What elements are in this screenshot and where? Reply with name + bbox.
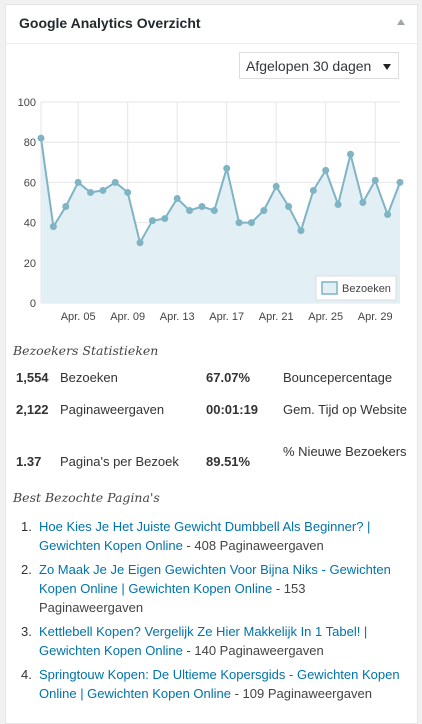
data-point — [49, 223, 57, 231]
data-point — [87, 188, 95, 196]
y-tick-label: 0 — [30, 298, 36, 310]
x-tick-label: Apr. 29 — [358, 311, 393, 323]
data-point — [124, 188, 132, 196]
legend-label: Bezoeken — [342, 283, 391, 295]
stat-label: Paginaweergaven — [60, 402, 165, 417]
data-point — [173, 194, 181, 202]
stat-value: 1,554 — [16, 370, 49, 385]
chevron-down-icon — [383, 64, 391, 70]
list-number: 3. — [21, 624, 32, 639]
date-range-select[interactable]: Afgelopen 30 dagen — [239, 52, 399, 79]
data-point — [346, 150, 354, 158]
data-point — [396, 178, 404, 186]
data-point — [297, 227, 305, 235]
list-item: 4. Springtouw Kopen: De Ultieme Kopersgi… — [13, 665, 403, 703]
y-tick-label: 40 — [24, 218, 36, 230]
stat-label: Gem. Tijd op Website — [283, 402, 408, 417]
x-tick-label: Apr. 25 — [308, 311, 343, 323]
visits-area — [41, 138, 400, 303]
data-point — [384, 211, 392, 219]
visits-points — [37, 134, 404, 247]
x-tick-label: Apr. 13 — [160, 311, 195, 323]
data-point — [37, 134, 45, 142]
x-tick-label: Apr. 09 — [110, 311, 145, 323]
widget-title: Google Analytics Overzicht — [19, 15, 201, 31]
stat-value: 00:01:19 — [206, 402, 259, 417]
data-point — [285, 203, 293, 211]
legend-swatch — [321, 281, 338, 295]
data-point — [247, 219, 255, 227]
x-tick-label: Apr. 17 — [209, 311, 244, 323]
stat-row: 1.37 Pagina's per Bezoek 89.51% % Nieuwe… — [16, 442, 408, 484]
stat-row: 2,122 Paginaweergaven 00:01:19 Gem. Tijd… — [16, 400, 408, 442]
x-tick-label: Apr. 21 — [259, 311, 294, 323]
date-range-selected-value: Afgelopen 30 dagen — [246, 58, 372, 74]
y-axis-labels: 0 20 40 60 80 100 — [18, 97, 36, 310]
page-link[interactable]: Hoe Kies Je Het Juiste Gewicht Dumbbell … — [39, 519, 371, 553]
analytics-widget: Google Analytics Overzicht — [5, 4, 418, 724]
stat-label: % Nieuwe Bezoekers — [283, 444, 407, 459]
stats-title: Bezoekers Statistieken — [13, 343, 159, 358]
stat-value: 67.07% — [206, 370, 251, 385]
stat-value: 89.51% — [206, 454, 251, 469]
data-point — [111, 178, 119, 186]
x-axis-labels: Apr. 05 Apr. 09 Apr. 13 Apr. 17 Apr. 21 Apr. … — [61, 311, 393, 323]
data-point — [334, 201, 342, 209]
page-link[interactable]: Kettlebell Kopen? Vergelijk Ze Hier Makk… — [39, 624, 368, 658]
data-point — [260, 207, 268, 215]
data-point — [235, 219, 243, 227]
stat-value: 1.37 — [16, 454, 42, 469]
top-pages-title: Best Bezochte Pagina's — [13, 490, 160, 505]
data-point — [99, 186, 107, 194]
page-views: - 408 Paginaweergaven — [182, 538, 324, 553]
list-number: 4. — [21, 667, 32, 682]
y-tick-label: 80 — [24, 137, 36, 149]
data-point — [148, 217, 156, 225]
list-item: 1. Hoe Kies Je Het Juiste Gewicht Dumbbe… — [13, 517, 403, 555]
data-point — [186, 207, 194, 215]
page-link[interactable]: Springtouw Kopen: De Ultieme Kopersgids … — [39, 667, 400, 701]
chart-legend: Bezoeken — [315, 275, 397, 301]
list-number: 2. — [21, 562, 32, 577]
page-views: - 153 Paginaweergaven — [39, 581, 306, 615]
visits-chart: 0 20 40 60 80 100 Apr. 05 Apr. 09 Apr. 13 Apr. 1… — [18, 97, 404, 323]
stat-label: Pagina's per Bezoek — [60, 454, 179, 469]
widget-header: Google Analytics Overzicht — [6, 5, 417, 44]
data-point — [272, 182, 280, 190]
data-point — [223, 164, 231, 172]
stat-label: Bouncepercentage — [283, 370, 393, 385]
data-point — [322, 166, 330, 174]
y-tick-label: 20 — [24, 258, 36, 270]
top-pages-list: 1. Hoe Kies Je Het Juiste Gewicht Dumbbe… — [13, 517, 403, 708]
data-point — [309, 186, 317, 194]
page-views: - 109 Paginaweergaven — [231, 686, 372, 701]
stat-value: 2,122 — [16, 402, 49, 417]
x-tick-label: Apr. 05 — [61, 311, 96, 323]
list-item: 3. Kettlebell Kopen? Vergelijk Ze Hier M… — [13, 622, 403, 660]
data-point — [210, 207, 218, 215]
stat-label: Bezoeken — [60, 370, 118, 385]
page-views: - 140 Paginaweergaven — [182, 643, 324, 658]
data-point — [371, 176, 379, 184]
list-number: 1. — [21, 519, 32, 534]
stats-table: 1,554 Bezoeken 67.07% Bouncepercentage 2… — [16, 368, 408, 484]
y-tick-label: 100 — [18, 97, 36, 109]
stat-row: 1,554 Bezoeken 67.07% Bouncepercentage — [16, 368, 408, 400]
data-point — [359, 199, 367, 206]
data-point — [62, 203, 70, 211]
data-point — [136, 239, 144, 247]
data-point — [74, 178, 82, 186]
list-item: 2. Zo Maak Je Je Eigen Gewichten Voor Bi… — [13, 560, 403, 617]
data-point — [198, 203, 206, 211]
page-link[interactable]: Zo Maak Je Je Eigen Gewichten Voor Bijna… — [39, 562, 391, 596]
collapse-toggle-icon[interactable] — [397, 19, 405, 25]
data-point — [161, 215, 169, 223]
y-tick-label: 60 — [24, 177, 36, 189]
